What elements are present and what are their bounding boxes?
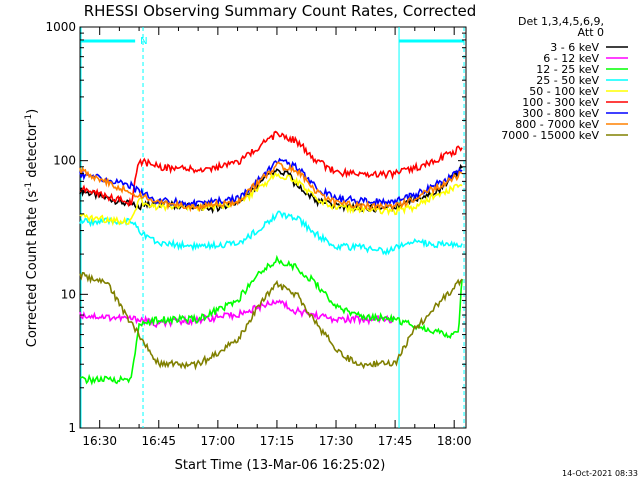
y-tick-label-3: 1000 [45,20,76,34]
series-lines [79,130,463,386]
series-line-8 [79,271,463,371]
series-line-5 [79,130,463,208]
legend-label-0: 3 - 6 keV [550,41,599,54]
x-tick-label-0: 16:30 [82,434,117,448]
plot-frame [79,26,467,429]
x-tick-label-1: 16:45 [141,434,176,448]
night-markers: N [80,27,465,428]
y-axis-label-main: Corrected Count Rate (s [25,191,40,348]
y-axis-ticks: 1 10 100 1000 [45,20,466,435]
legend-label-6: 300 - 800 keV [522,107,599,120]
y-axis-label: Corrected Count Rate (s-1 detector-1) [24,109,40,347]
x-axis-ticks: 16:30 16:45 17:00 17:15 17:30 17:45 18:00 [79,27,472,448]
y-tick-label-1: 10 [61,287,76,301]
legend-label-4: 50 - 100 keV [529,85,599,98]
legend-header-0: Det 1,3,4,5,6,9, [518,15,604,28]
y-axis-label-sup1: -1 [24,182,34,191]
legend-label-5: 100 - 300 keV [522,96,599,109]
series-line-7 [79,161,463,213]
x-tick-label-2: 17:00 [201,434,236,448]
y-axis-label-sup2: -1 [24,114,34,123]
y-tick-label-2: 100 [53,154,76,168]
y-tick-label-0: 1 [68,421,76,435]
y-axis-label-end: ) [25,109,40,114]
x-tick-label-6: 18:00 [437,434,472,448]
series-line-2 [79,254,463,386]
footer-timestamp: 14-Oct-2021 08:33 [562,469,638,478]
y-axis-label-mid: detector [25,122,40,182]
legend-label-7: 800 - 7000 keV [515,118,599,131]
legend-label-2: 12 - 25 keV [536,63,599,76]
legend-label-3: 25 - 50 keV [536,74,599,87]
x-tick-label-3: 17:15 [260,434,295,448]
chart-title: RHESSI Observing Summary Count Rates, Co… [84,2,477,20]
x-tick-label-4: 17:30 [319,434,354,448]
x-tick-label-5: 17:45 [378,434,413,448]
series-line-3 [79,210,463,256]
night-marker-label: N [140,36,147,47]
legend-label-1: 6 - 12 keV [543,52,599,65]
series-line-1 [79,298,395,329]
legend-header-1: Att 0 [578,26,604,39]
plot-area: N [79,26,467,429]
legend-label-8: 7000 - 15000 keV [501,129,599,142]
series-line-6 [79,157,463,208]
series-line-4 [79,171,463,227]
x-axis-label: Start Time (13-Mar-06 16:25:02) [175,458,386,473]
